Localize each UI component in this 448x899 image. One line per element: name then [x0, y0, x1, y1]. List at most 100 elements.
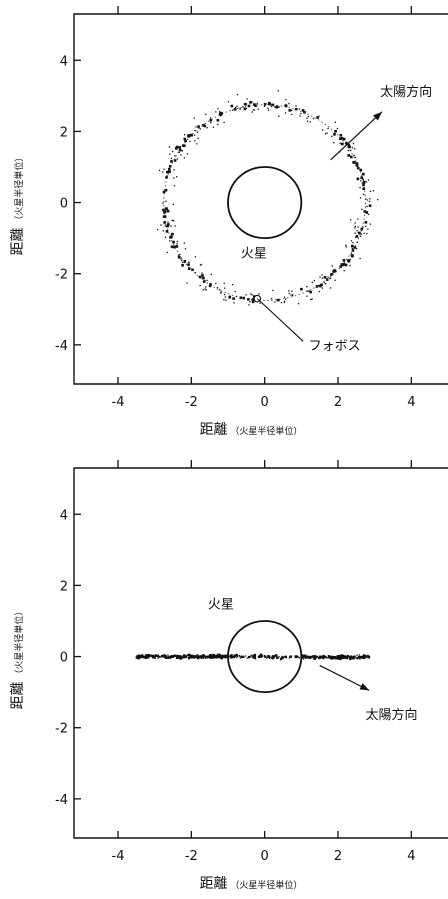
- debris-particle: [196, 131, 199, 133]
- debris-particle: [351, 249, 355, 252]
- x-tick-label: -4: [112, 849, 125, 864]
- debris-particle: [210, 121, 212, 124]
- debris-particle: [338, 656, 341, 659]
- debris-particle: [270, 105, 273, 108]
- debris-particle: [357, 657, 359, 659]
- debris-particle: [271, 103, 275, 107]
- debris-particle: [223, 293, 226, 296]
- debris-particle: [280, 302, 283, 304]
- debris-particle: [300, 287, 303, 291]
- debris-particle: [366, 654, 369, 658]
- debris-particle: [205, 286, 207, 288]
- plot-frame: [73, 467, 448, 839]
- debris-particle: [288, 290, 290, 292]
- debris-particle: [181, 259, 183, 262]
- debris-particle: [340, 142, 344, 146]
- debris-particle: [193, 655, 196, 658]
- debris-particle: [333, 656, 336, 659]
- debris-particle: [189, 656, 192, 659]
- debris-particle: [251, 298, 255, 301]
- debris-particle: [316, 655, 318, 658]
- debris-particle: [238, 655, 240, 657]
- debris-particle: [201, 656, 204, 659]
- debris-particle: [364, 655, 367, 658]
- y-axis-label-unit: （火星半径単位）: [13, 153, 25, 228]
- debris-particle: [183, 133, 186, 136]
- debris-particle: [339, 142, 341, 144]
- debris-particle: [362, 178, 364, 180]
- debris-particle: [149, 654, 152, 657]
- debris-particle: [186, 153, 189, 155]
- debris-particle: [217, 653, 220, 656]
- debris-particle: [249, 301, 251, 303]
- debris-particle: [215, 282, 217, 285]
- debris-particle: [368, 200, 371, 203]
- debris-particle: [162, 215, 166, 218]
- debris-particle: [181, 150, 184, 152]
- debris-particle: [367, 656, 369, 659]
- debris-particle: [268, 102, 272, 106]
- debris-particle: [351, 248, 353, 250]
- debris-particle: [208, 284, 212, 288]
- debris-particle: [356, 229, 358, 232]
- debris-particle: [337, 656, 339, 658]
- debris-particle: [353, 161, 356, 164]
- debris-particle: [316, 116, 319, 119]
- debris-particle: [166, 170, 169, 174]
- debris-particle: [181, 656, 183, 658]
- debris-particle: [366, 199, 369, 201]
- debris-particle: [321, 287, 324, 289]
- debris-particle: [187, 263, 190, 267]
- y-axis-label-main: 距離: [9, 681, 26, 709]
- y-tick-label: 2: [60, 579, 68, 594]
- debris-particle: [241, 655, 244, 659]
- x-tick-label: 4: [407, 395, 415, 410]
- debris-particle: [198, 655, 201, 659]
- debris-particle: [300, 112, 302, 115]
- debris-particle: [180, 154, 182, 156]
- debris-particle: [340, 655, 344, 659]
- debris-particle: [170, 235, 173, 239]
- y-tick-label: -2: [55, 722, 68, 737]
- debris-particle: [173, 159, 177, 162]
- debris-particle: [334, 279, 336, 281]
- debris-particle: [249, 101, 252, 104]
- x-tick-label: 4: [407, 849, 415, 864]
- debris-particle: [139, 655, 143, 658]
- debris-particle: [169, 240, 171, 242]
- x-tick-label: -2: [185, 849, 198, 864]
- debris-particle: [355, 236, 357, 238]
- debris-particle: [330, 274, 332, 277]
- debris-particle: [208, 655, 211, 658]
- debris-particle: [145, 656, 147, 658]
- debris-particle: [349, 155, 353, 159]
- y-tick-label: -4: [55, 339, 68, 354]
- debris-particle: [350, 254, 354, 257]
- debris-particle: [277, 298, 280, 302]
- debris-particle: [364, 221, 368, 224]
- debris-particle: [334, 658, 336, 660]
- debris-particle: [339, 657, 342, 661]
- debris-particle: [359, 658, 361, 660]
- debris-particle: [195, 656, 197, 659]
- debris-particle: [193, 134, 196, 136]
- debris-particle: [274, 655, 276, 658]
- debris-particle: [285, 298, 287, 300]
- debris-particle: [365, 211, 369, 214]
- debris-particle: [345, 246, 347, 248]
- debris-particle: [145, 654, 148, 657]
- debris-particle: [152, 656, 154, 658]
- debris-particle: [336, 657, 338, 659]
- debris-particle: [197, 125, 200, 128]
- debris-particle: [295, 105, 297, 107]
- debris-particle: [285, 98, 287, 101]
- phobos-label: フォボス: [309, 339, 361, 354]
- debris-particle: [157, 655, 160, 658]
- debris-particle: [309, 121, 311, 123]
- debris-particle: [309, 290, 312, 294]
- debris-particle: [172, 654, 174, 657]
- debris-particle: [307, 116, 310, 118]
- debris-particle: [178, 656, 181, 659]
- debris-particle: [327, 276, 329, 278]
- debris-particle: [365, 225, 367, 227]
